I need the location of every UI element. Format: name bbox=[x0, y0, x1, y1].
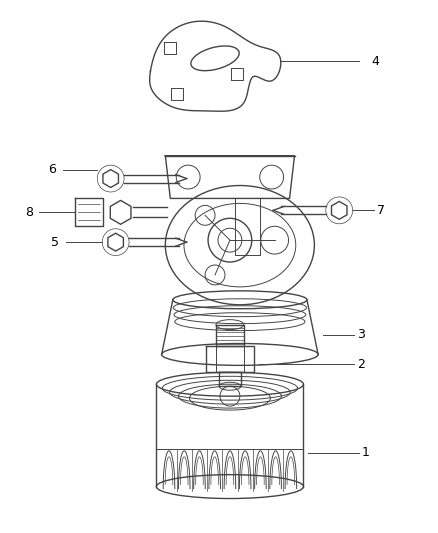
Text: 6: 6 bbox=[48, 163, 56, 176]
Text: 7: 7 bbox=[377, 204, 385, 217]
Text: 3: 3 bbox=[357, 328, 365, 341]
Text: 1: 1 bbox=[362, 446, 370, 459]
Text: 2: 2 bbox=[357, 358, 365, 371]
Text: 4: 4 bbox=[371, 55, 379, 68]
Text: 8: 8 bbox=[25, 206, 33, 219]
Text: 5: 5 bbox=[51, 236, 59, 249]
